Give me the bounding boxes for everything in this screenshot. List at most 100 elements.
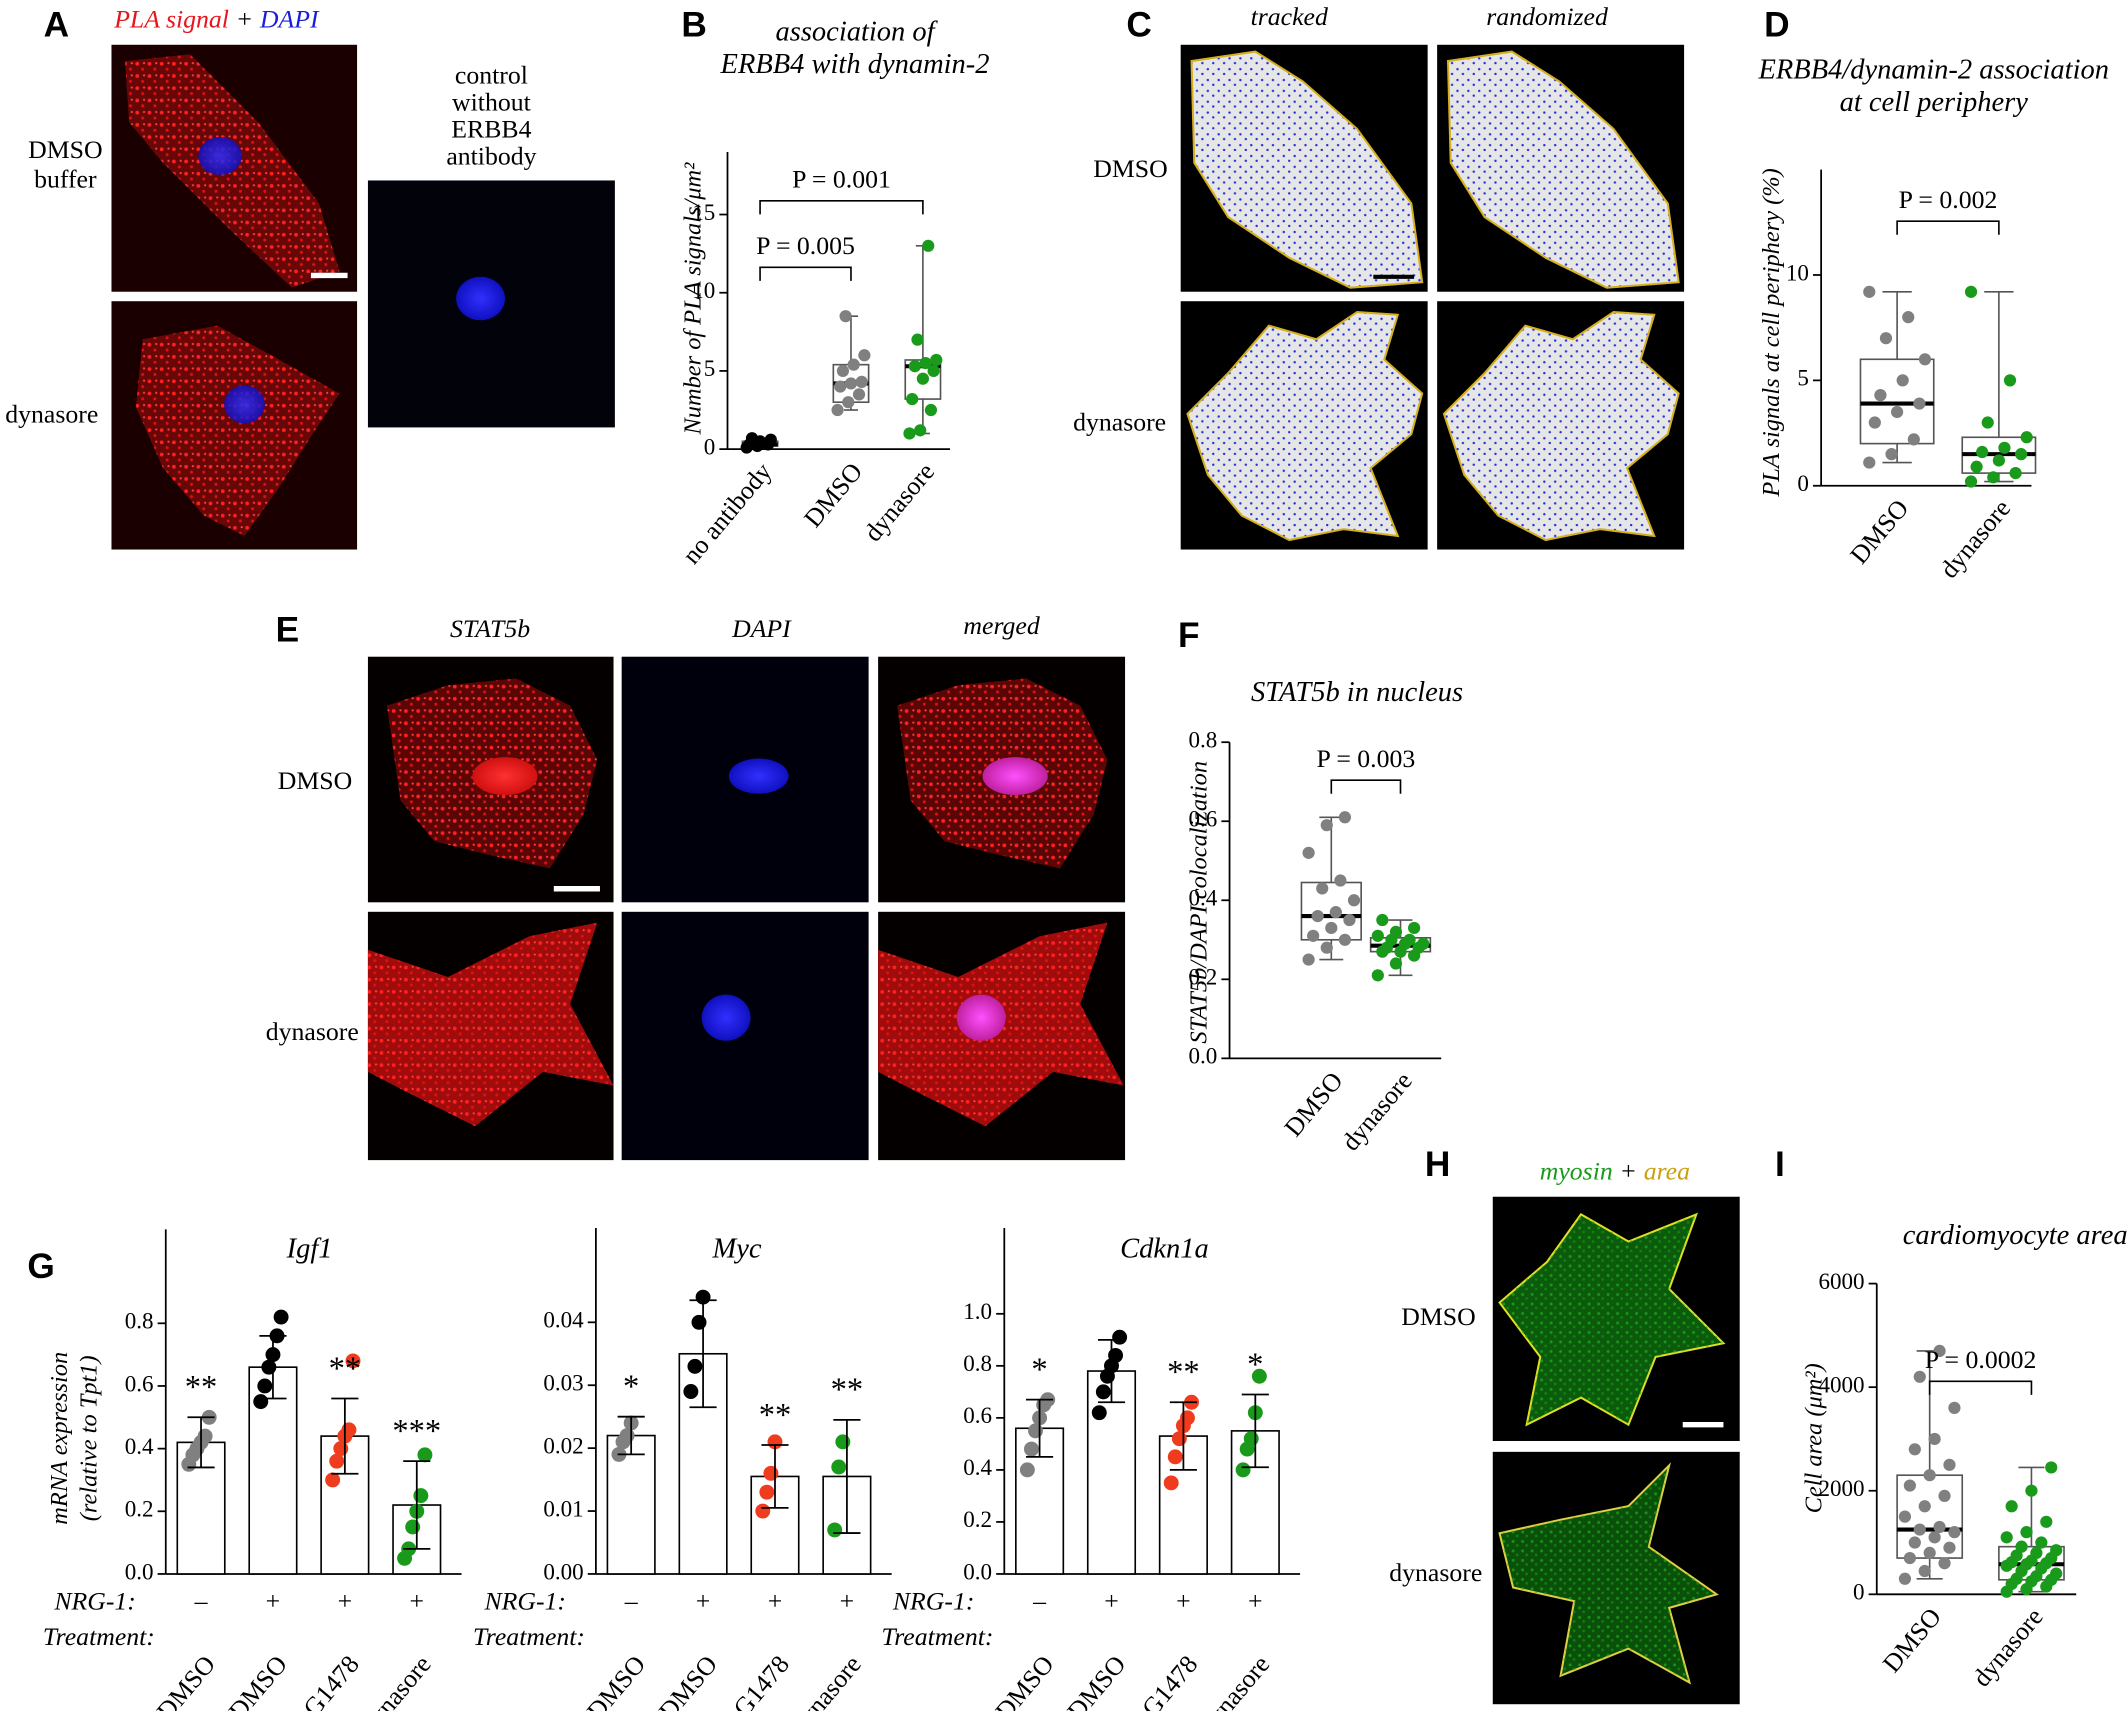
data-point — [341, 1422, 357, 1438]
data-point — [842, 396, 855, 409]
data-point — [911, 333, 924, 346]
y-tick-label: 0.0 — [125, 1558, 154, 1584]
x-tick-label: DMSO — [151, 1650, 221, 1711]
data-point — [1907, 433, 1920, 446]
row-label: DMSO — [278, 766, 352, 795]
row-label: buffer — [34, 165, 97, 194]
micrograph — [621, 911, 869, 1161]
data-point — [835, 1434, 851, 1450]
nucleus — [224, 385, 265, 424]
panel-e: STAT5b DAPI merged DMSO dynasore — [266, 611, 1126, 1161]
data-point — [914, 424, 927, 437]
data-point — [1918, 1500, 1931, 1513]
data-point — [1320, 819, 1333, 832]
row-label: dynasore — [5, 399, 98, 428]
nucleus — [956, 994, 1006, 1041]
data-point — [2050, 1544, 2063, 1557]
y-tick-label: 0.6 — [963, 1402, 992, 1428]
data-point — [1302, 953, 1315, 966]
cell — [1499, 1214, 1724, 1425]
data-point — [924, 403, 938, 417]
significance-stars: ** — [329, 1351, 362, 1387]
data-point — [1338, 933, 1352, 946]
data-point — [1987, 471, 2000, 484]
data-point — [1879, 332, 1893, 345]
data-point — [1902, 311, 1915, 324]
data-point — [1923, 1546, 1936, 1559]
bar-chart: Myc 0.00 0.01 0.02 0.03 0.04 NRG-1: Treatment: *… — [473, 1227, 892, 1711]
data-point — [1251, 1368, 1267, 1384]
y-tick-label: 0.04 — [543, 1307, 584, 1333]
p-value: P = 0.002 — [1899, 185, 1998, 214]
x-tick-label: dynasore — [1934, 494, 2016, 584]
data-point — [683, 1384, 699, 1399]
y-tick-label: 0.01 — [543, 1495, 583, 1521]
y-tick-label: 0.4 — [125, 1433, 154, 1459]
data-point — [691, 1314, 707, 1330]
y-tick-label: 0.6 — [125, 1370, 154, 1396]
data-point — [1163, 1475, 1179, 1491]
x-tick-label: AG1478 — [286, 1650, 365, 1711]
data-point — [1028, 1423, 1043, 1439]
row-label: NRG-1: — [53, 1587, 136, 1616]
control-label: ERBB4 — [451, 115, 531, 144]
data-point — [1933, 1344, 1946, 1358]
chart-title: Igf1 — [286, 1234, 333, 1265]
cell — [1190, 50, 1424, 289]
data-point — [1948, 1526, 1961, 1539]
p-value: P = 0.003 — [1317, 744, 1416, 773]
nrg1-label: – — [194, 1587, 209, 1616]
x-tick-label: DMSO — [1844, 494, 1914, 570]
y-tick-label: 0.00 — [543, 1558, 583, 1584]
data-point — [831, 403, 844, 417]
x-tick-label: AG1478 — [716, 1650, 795, 1711]
data-point — [2009, 467, 2022, 480]
data-point — [763, 1465, 779, 1481]
data-point — [1347, 894, 1361, 907]
data-point — [1928, 1432, 1941, 1446]
x-tick-label: dynasore — [785, 1650, 867, 1711]
chart-title: Myc — [711, 1234, 761, 1265]
data-point — [847, 358, 860, 371]
data-point — [253, 1394, 269, 1410]
nrg1-label: + — [410, 1587, 425, 1616]
y-tick-label: 0.8 — [1189, 726, 1218, 752]
row-label: Treatment: — [881, 1622, 993, 1651]
data-point — [257, 1378, 273, 1394]
x-tick-label: DMSO — [653, 1650, 723, 1711]
significance-bracket — [759, 266, 852, 281]
row-label: DMSO — [1401, 1302, 1475, 1331]
x-tick-label: DMSO — [1877, 1602, 1947, 1678]
data-point — [1108, 1347, 1124, 1363]
letter: C — [1126, 5, 1151, 44]
p-value: P = 0.005 — [756, 231, 855, 260]
data-point — [2015, 1540, 2028, 1553]
y-tick-label: 0.0 — [1189, 1043, 1218, 1069]
data-point — [1938, 1557, 1951, 1570]
significance-stars: ** — [185, 1370, 218, 1406]
column-label: randomized — [1486, 2, 1608, 31]
data-point — [1908, 1443, 1921, 1456]
data-point — [2025, 1484, 2038, 1497]
data-point — [852, 388, 866, 401]
data-point — [839, 310, 852, 323]
letter: I — [1775, 1145, 1785, 1184]
y-tick-label: 0.02 — [543, 1432, 583, 1458]
data-point — [1913, 1523, 1926, 1536]
data-point — [1863, 285, 1876, 298]
data-point — [1091, 1405, 1107, 1421]
chart-title: ERBB4 with dynamin-2 — [720, 49, 990, 80]
data-point — [1923, 1469, 1936, 1482]
row-label: DMSO — [28, 135, 102, 164]
y-tick-label: 0.2 — [963, 1506, 992, 1532]
data-point — [1338, 811, 1352, 824]
y-axis-label: Cell area (μm²) — [1800, 1363, 1827, 1513]
data-point — [1868, 416, 1881, 429]
data-point — [1891, 405, 1904, 419]
data-point — [755, 1503, 771, 1519]
y-axis-label: Number of PLA signals/μm² — [680, 162, 707, 436]
bar — [1086, 1370, 1137, 1575]
data-point — [1943, 1541, 1956, 1554]
data-point — [273, 1309, 289, 1325]
box-chart: STAT5b in nucleus STAT5b/DAPI colocalizat… — [1186, 677, 1463, 1156]
